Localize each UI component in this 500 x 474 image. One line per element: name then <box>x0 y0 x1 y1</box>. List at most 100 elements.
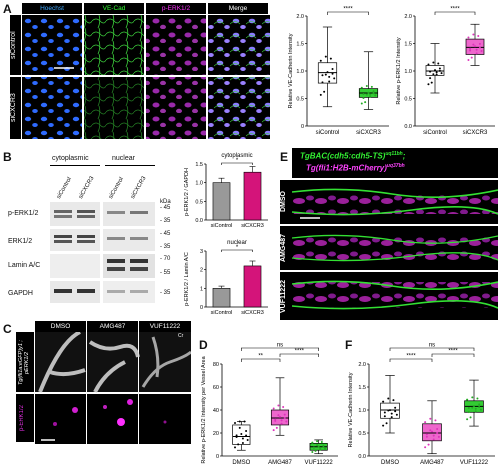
data-point <box>477 35 480 38</box>
data-point <box>427 83 430 86</box>
data-point <box>234 421 237 424</box>
x-tick-label: siCXCR3 <box>463 130 488 136</box>
x-tick-label: siControl <box>211 310 233 316</box>
y-tick-label: 3 <box>200 249 203 255</box>
data-point <box>237 443 240 446</box>
data-point <box>360 86 363 89</box>
y-tick-label: 0.5 <box>404 97 412 103</box>
data-point <box>390 412 393 415</box>
sig-bracket <box>241 358 281 362</box>
blot-label-lamin: Lamin A/C <box>8 262 41 269</box>
data-point <box>323 447 326 450</box>
data-point <box>283 417 286 420</box>
data-point <box>238 426 241 429</box>
data-point <box>323 90 326 93</box>
western-blot-image <box>50 202 155 303</box>
y-tick-label: 0.5 <box>296 97 304 103</box>
panel-a-micrographs <box>22 15 270 139</box>
data-point <box>480 49 483 52</box>
data-point <box>438 69 441 72</box>
data-point <box>274 418 277 421</box>
marker-35b: - 35 <box>160 244 171 250</box>
x-tick-label: VUF11222 <box>305 460 334 466</box>
y-tick-label: 80 <box>213 362 219 368</box>
data-point <box>437 435 440 438</box>
y-tick-label: 1 <box>200 286 203 292</box>
data-point <box>472 33 475 36</box>
data-point <box>319 447 322 450</box>
data-point <box>235 434 238 437</box>
data-point <box>394 406 397 409</box>
data-point <box>311 441 314 444</box>
data-point <box>374 94 377 97</box>
sig-bracket <box>389 347 475 351</box>
data-point <box>438 67 441 70</box>
group-cytoplasmic: cytoplasmic <box>52 155 89 162</box>
bar <box>212 288 231 308</box>
sig-bracket <box>389 358 433 362</box>
data-point <box>372 90 375 93</box>
c-row2-label: p-ERK1/2 <box>19 405 25 432</box>
data-point <box>331 68 334 71</box>
row-label-sicxcr3: siCXCR3 <box>10 77 21 139</box>
data-point <box>277 414 280 417</box>
x-tick-label: siCXCR3 <box>356 130 381 136</box>
bar <box>243 171 262 221</box>
data-point <box>472 43 475 46</box>
data-point <box>328 75 331 78</box>
data-point <box>240 432 243 435</box>
data-point <box>475 48 478 51</box>
sig-bracket <box>327 11 369 15</box>
data-point <box>331 72 334 75</box>
x-tick-label: siCXCR3 <box>241 310 264 316</box>
data-point <box>316 440 319 443</box>
y-axis-label: Relative p-ERK1/2 Intensity per Vessel A… <box>201 355 207 463</box>
group-nuclear: nuclear <box>112 155 135 162</box>
data-point <box>370 85 373 88</box>
marker-55: - 55 <box>160 270 171 276</box>
data-point <box>471 396 474 399</box>
data-point <box>425 433 428 436</box>
data-point <box>424 421 427 424</box>
data-point <box>469 416 472 419</box>
data-point <box>312 446 315 449</box>
data-point <box>429 417 432 420</box>
c-header-dmso: DMSO <box>35 321 86 332</box>
data-point <box>282 406 285 409</box>
chart-a-perk: 0.0 0.5 1.0 1.5 2.0 Relative p-ERK1/2 Intensi… <box>396 7 495 136</box>
sig-bracket <box>279 353 319 357</box>
data-point <box>474 410 477 413</box>
data-point <box>320 440 323 443</box>
c-header-amg487: AMG487 <box>87 321 138 332</box>
chart-f-vecadherin: 0.0 0.5 1.0 1.5 2.0 Relative VE-Cadherin Inte… <box>348 343 495 466</box>
data-point <box>322 444 325 447</box>
data-point <box>467 59 470 61</box>
x-tick-label: DMSO <box>232 460 250 466</box>
panel-label-e: E <box>280 150 289 164</box>
data-point <box>432 73 435 76</box>
data-point <box>478 403 481 406</box>
data-point <box>326 71 329 74</box>
sig-label: ns <box>429 343 435 349</box>
data-point <box>245 429 248 432</box>
data-point <box>427 443 430 446</box>
data-point <box>241 441 244 444</box>
chart-a-vecadherin: 0 0.5 1.0 1.5 2.0 Relative VE-Cadherin Intens… <box>288 7 389 136</box>
data-point <box>435 73 438 76</box>
data-point <box>429 77 432 80</box>
data-point <box>390 416 393 419</box>
y-tick-label: 0.0 <box>358 454 366 460</box>
x-tick-label: siControl <box>423 130 447 136</box>
y-tick-label: 2.0 <box>358 362 366 368</box>
data-point <box>424 446 427 449</box>
sig-label: * <box>236 158 239 164</box>
data-point <box>479 408 482 411</box>
panel-label-f: F <box>345 338 353 352</box>
data-point <box>470 56 473 59</box>
data-point <box>387 397 390 400</box>
panel-c-micrographs <box>35 332 191 444</box>
y-tick-label: 1.5 <box>296 42 304 48</box>
data-point <box>440 72 443 75</box>
data-point <box>272 429 275 432</box>
sig-label: **** <box>450 7 460 13</box>
